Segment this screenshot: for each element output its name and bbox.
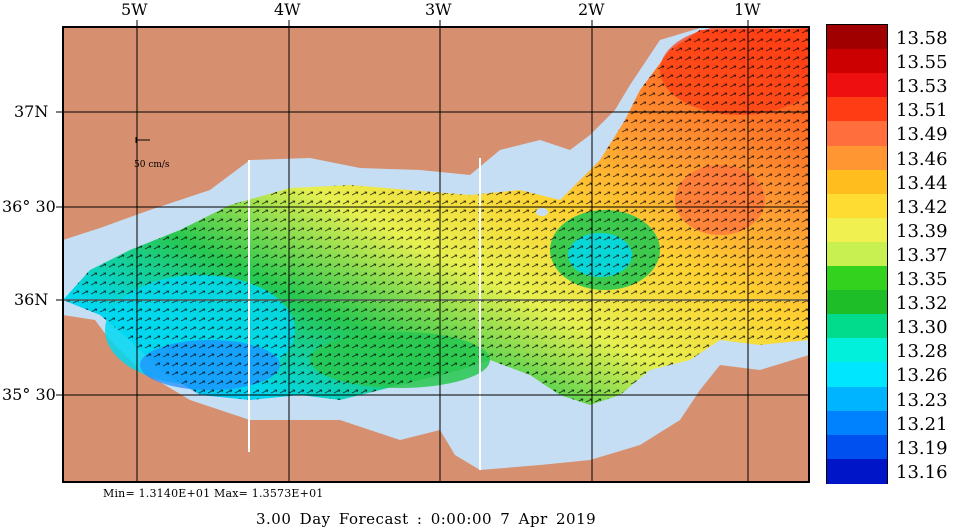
scale-arrow [135,137,150,143]
colorbar-label: 13.28 [896,341,948,363]
colorbar-swatch [827,266,887,291]
colorbar-label: 13.23 [896,389,948,411]
colorbar [826,24,888,484]
lon-label-5w: 5W [121,0,148,19]
colorbar-swatch [827,49,887,74]
colorbar-label: 13.32 [896,293,948,315]
colorbar-label: 13.21 [896,413,948,435]
colorbar-label: 13.51 [896,100,948,122]
tick-marks [56,20,749,396]
lon-label-1w: 1W [734,0,761,19]
colorbar-swatch [827,410,887,436]
colorbar-label: 13.49 [896,124,948,146]
lon-label-3w: 3W [425,0,452,19]
colorbar-swatch [827,73,887,98]
colorbar-label: 13.44 [896,172,948,194]
colorbar-swatch [827,434,887,460]
colorbar-swatch [827,121,887,147]
lat-label-35-30: 35° 30 [2,385,56,404]
graticule [63,27,809,482]
colorbar-label: 13.58 [896,28,948,49]
colorbar-swatch [827,458,887,484]
colorbar-swatch [827,193,887,219]
colorbar-label: 13.46 [896,148,948,170]
colorbar-label: 13.19 [896,437,948,459]
colorbar-swatch [827,241,887,267]
map-frame [62,26,810,483]
lon-label-2w: 2W [578,0,605,19]
colorbar-swatch [827,386,887,412]
colorbar-label: 13.55 [896,52,948,74]
velocity-scale-label: 50 cm/s [134,160,170,170]
colorbar-label: 13.26 [896,365,948,387]
colorbar-label: 13.35 [896,269,948,291]
colorbar-label: 13.37 [896,244,948,266]
colorbar-swatch [827,338,887,364]
colorbar-swatch [827,217,887,243]
colorbar-label: 13.42 [896,196,948,218]
colorbar-label: 13.39 [896,220,948,242]
forecast-caption: 3.00 Day Forecast : 0:00:00 7 Apr 2019 [256,510,597,528]
colorbar-swatch [827,362,887,388]
min-max-readout: Min= 1.3140E+01 Max= 1.3573E+01 [103,487,324,500]
island [536,208,548,216]
colorbar-swatch [827,25,887,50]
colorbar-swatch [827,169,887,195]
colorbar-label: 13.16 [896,461,948,483]
lat-label-37n: 37N [14,102,49,121]
lat-label-36-30: 36° 30 [2,197,56,216]
colorbar-swatch [827,145,887,171]
lon-label-4w: 4W [274,0,301,19]
lat-label-36n: 36N [14,290,49,309]
colorbar-label: 13.30 [896,317,948,339]
colorbar-label: 13.53 [896,76,948,98]
colorbar-swatch [827,97,887,123]
colorbar-swatch [827,314,887,339]
colorbar-swatch [827,290,887,315]
